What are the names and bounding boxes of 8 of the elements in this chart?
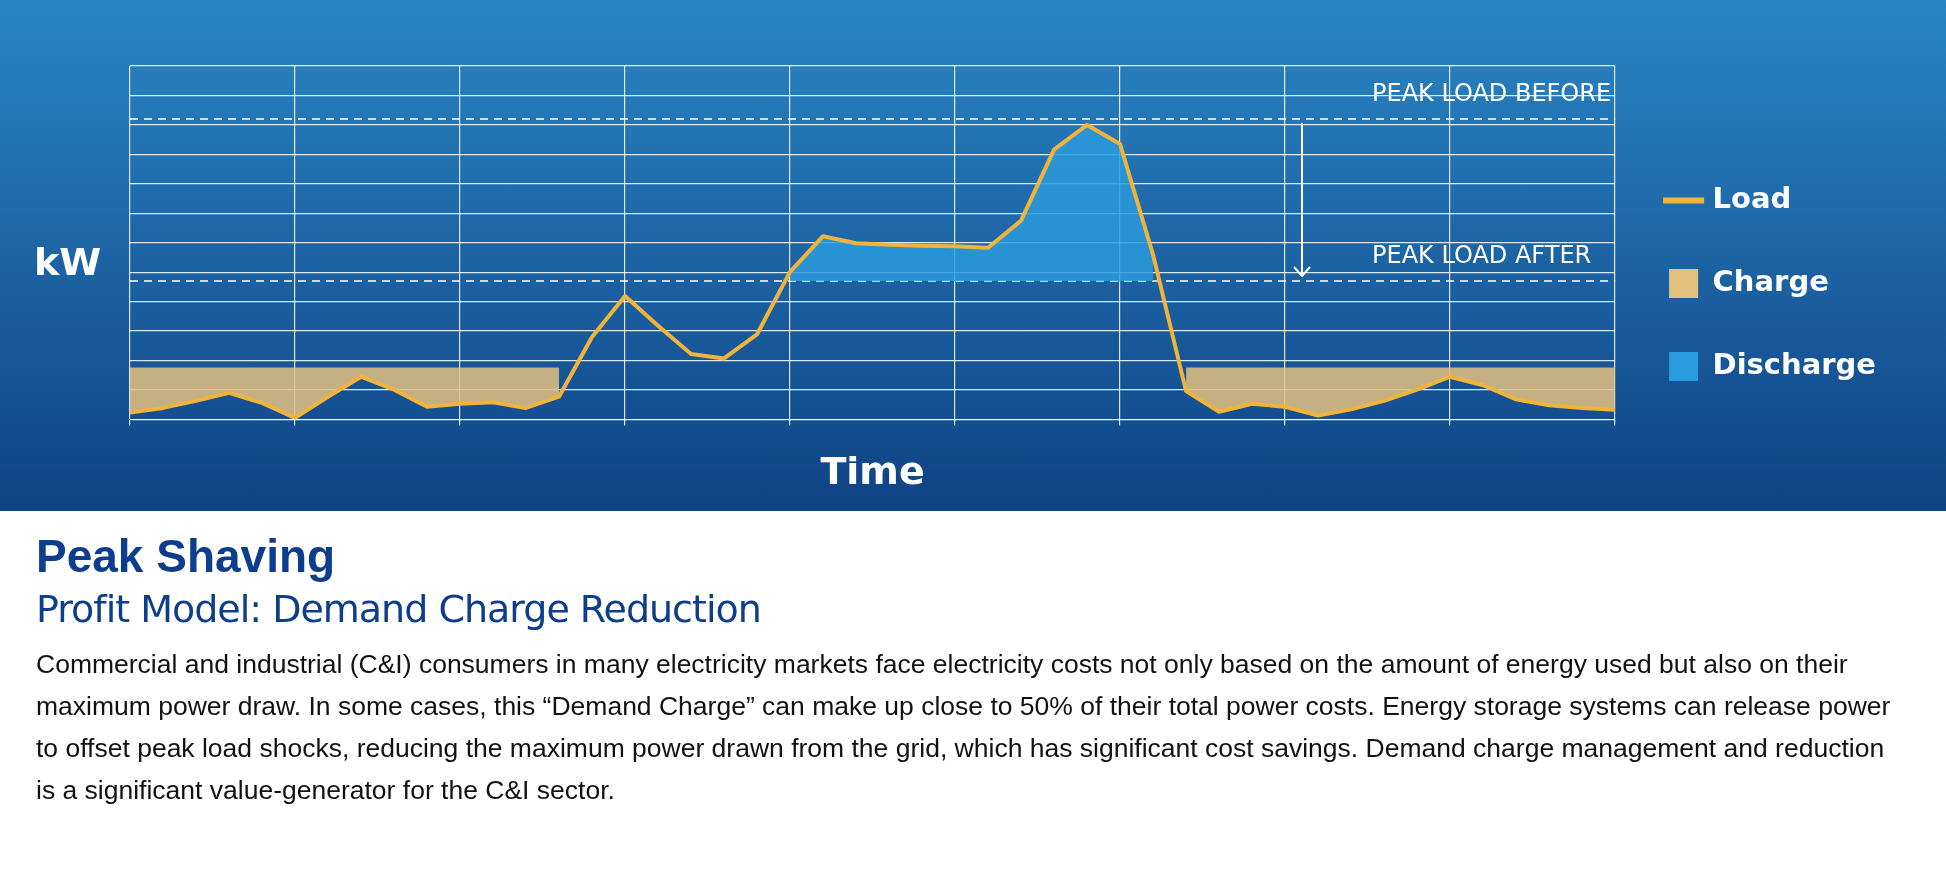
text: Peak Shaving: [36, 529, 337, 583]
text: Commercial and industrial (C&I) consumers in many electricity markets face electricity costs not only based on the amount of energy used but also on their maximum power draw. In some cases, this “Demand Charge” can make up close to 50% of their total power costs. Energy storage systems can release power to offset peak load shocks, reducing the maximum power drawn from the grid, which has significant cost savings. Demand charge management and reduction is a significant value-generator for the C&I sector.: [36, 648, 1892, 807]
legend-label: Charge: [1712, 264, 1829, 299]
legend-label: Discharge: [1712, 347, 1877, 382]
text: Profit Model: Demand Charge Reduction: [36, 587, 762, 631]
x-axis-title: Time: [820, 449, 925, 494]
y-axis-title: kW: [34, 240, 102, 284]
legend-label: Load: [1712, 181, 1792, 216]
